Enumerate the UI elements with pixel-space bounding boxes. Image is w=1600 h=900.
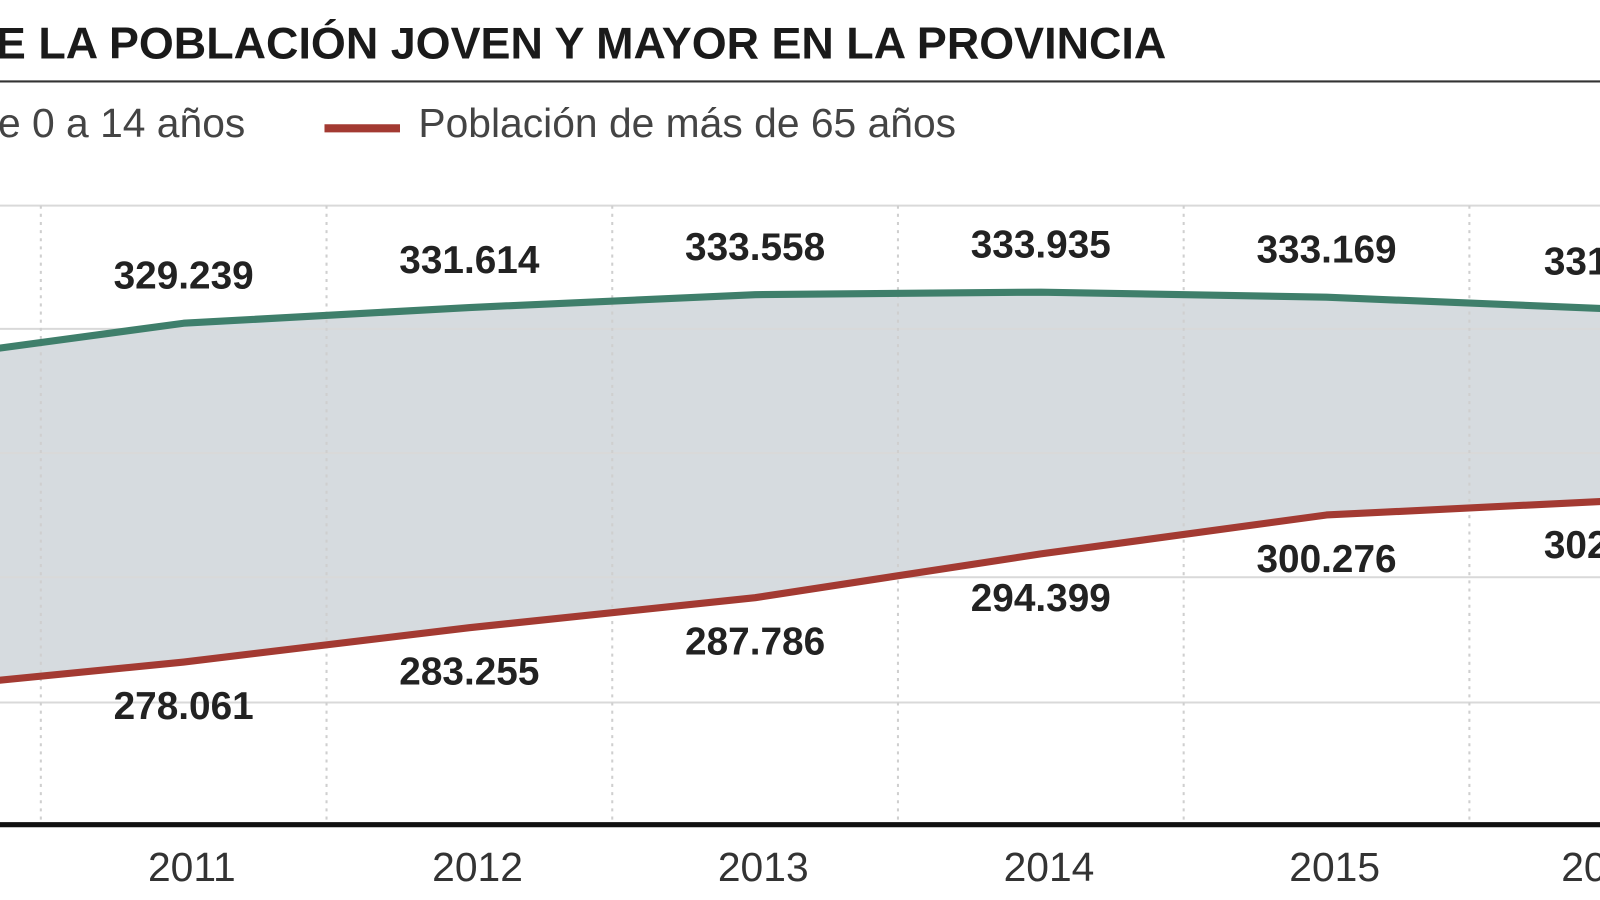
chart-title: E LA POBLACIÓN JOVEN Y MAYOR EN LA PROVI… bbox=[0, 18, 1166, 69]
series-line bbox=[0, 497, 1600, 684]
value-label: 278.061 bbox=[114, 685, 254, 728]
value-label: 294.399 bbox=[971, 577, 1111, 620]
band bbox=[0, 292, 1600, 681]
x-tick-label: 2015 bbox=[1289, 844, 1380, 890]
value-label: 331.614 bbox=[399, 239, 540, 282]
legend-label: e 0 a 14 años bbox=[0, 100, 245, 146]
value-label: 287.786 bbox=[685, 621, 825, 664]
x-tick-label: 2014 bbox=[1004, 844, 1095, 890]
value-label: 333.935 bbox=[971, 224, 1111, 267]
value-label: 300.276 bbox=[1256, 538, 1396, 581]
value-label: 329.239 bbox=[114, 255, 254, 298]
value-label: 283.255 bbox=[399, 651, 539, 694]
series-line bbox=[0, 288, 1600, 352]
value-label: 331. bbox=[1544, 240, 1600, 283]
x-tick-label: 2012 bbox=[432, 844, 523, 890]
plot-area bbox=[0, 204, 1600, 825]
value-label: 333.558 bbox=[685, 226, 825, 269]
value-label: 302 bbox=[1544, 524, 1600, 567]
x-tick-label: 2011 bbox=[148, 844, 236, 890]
x-tick-label: 20 bbox=[1561, 844, 1600, 890]
value-label: 333.169 bbox=[1256, 229, 1396, 272]
legend: e 0 a 14 años Población de más de 65 años bbox=[0, 100, 956, 146]
legend-label: Población de más de 65 años bbox=[418, 100, 956, 146]
x-tick-label: 2013 bbox=[718, 844, 809, 890]
